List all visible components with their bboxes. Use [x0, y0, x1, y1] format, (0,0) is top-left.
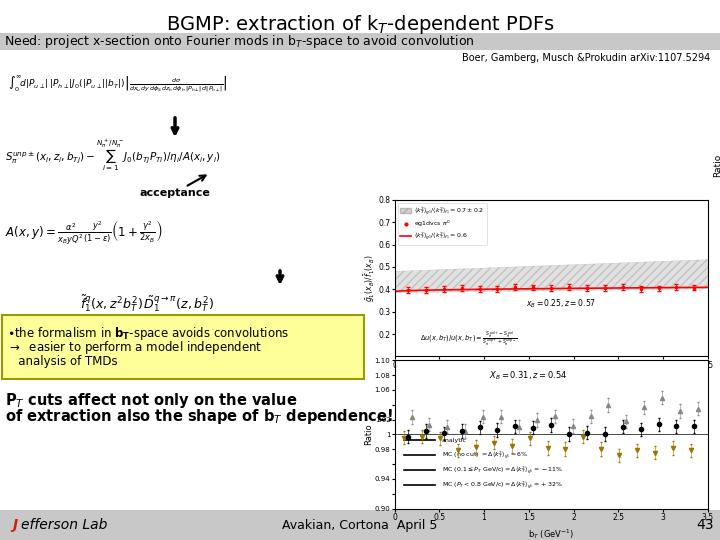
Text: analysis of TMDs: analysis of TMDs — [7, 355, 117, 368]
Text: $\rightarrow$  easier to perform a model independent: $\rightarrow$ easier to perform a model … — [7, 339, 262, 355]
Text: J: J — [12, 518, 17, 532]
Legend: $\langle k_T^2\rangle_{g_1}/\langle k_T^2\rangle_{f_1}=0.7\pm0.2$, eg1dvcs $\pi^: $\langle k_T^2\rangle_{g_1}/\langle k_T^… — [397, 203, 487, 245]
Bar — [0, 510, 720, 540]
Text: P$_T$ cuts affect not only on the value: P$_T$ cuts affect not only on the value — [5, 390, 297, 409]
Y-axis label: Ratio: Ratio — [364, 423, 373, 446]
Text: Avakian, Cortona  April 5: Avakian, Cortona April 5 — [282, 518, 438, 531]
Text: $x_B=0.25, z=0.57$: $x_B=0.25, z=0.57$ — [526, 298, 596, 310]
Text: $A(x,y) = \frac{\alpha^2}{x_B y Q^2}\frac{y^2}{(1-\varepsilon)}\left(1+\frac{\ga: $A(x,y) = \frac{\alpha^2}{x_B y Q^2}\fra… — [5, 218, 163, 246]
Text: $\bullet$the formalism in $\mathbf{b_T}$-space avoids convolutions: $\bullet$the formalism in $\mathbf{b_T}$… — [7, 325, 289, 341]
X-axis label: b$_T$ (GeV$^{-1}$): b$_T$ (GeV$^{-1}$) — [528, 375, 574, 389]
Y-axis label: $\bar{g}_1(x_B)/\bar{f}_1(x_B)$: $\bar{g}_1(x_B)/\bar{f}_1(x_B)$ — [362, 254, 377, 302]
Text: $\tilde{f}_1^q(x,z^2b_T^2)\,\tilde{D}_1^{q\to\pi}(z,b_T^2)$: $\tilde{f}_1^q(x,z^2b_T^2)\,\tilde{D}_1^… — [80, 294, 214, 314]
Text: Boer, Gamberg, Musch &Prokudin arXiv:1107.5294: Boer, Gamberg, Musch &Prokudin arXiv:110… — [462, 53, 710, 63]
Text: Need: project x-section onto Fourier mods in b$_T$-space to avoid convolution: Need: project x-section onto Fourier mod… — [4, 33, 474, 51]
Text: BGMP: extraction of k$_T$-dependent PDFs: BGMP: extraction of k$_T$-dependent PDFs — [166, 12, 554, 36]
Text: $\Delta u(x,b_T)/u(x,b_T) = \frac{S_\pi^{pol+}-S_\pi^{pol}}{S_\pi^{unp+}+S_\pi^{: $\Delta u(x,b_T)/u(x,b_T) = \frac{S_\pi^… — [420, 329, 517, 348]
Text: efferson Lab: efferson Lab — [21, 518, 107, 532]
Text: 43: 43 — [696, 518, 714, 532]
X-axis label: b$_T$ (GeV$^{-1}$): b$_T$ (GeV$^{-1}$) — [528, 528, 574, 540]
Text: MC ($P_T<0.8$ GeV/c)$=\Delta\langle k_T^2\rangle_{g_1}= +32\%$: MC ($P_T<0.8$ GeV/c)$=\Delta\langle k_T^… — [441, 479, 562, 491]
Text: MC (0.1$\leq P_T$ GeV/c)$=\Delta\langle k_T^2\rangle_{g_1}= -11\%$: MC (0.1$\leq P_T$ GeV/c)$=\Delta\langle … — [441, 464, 562, 476]
Text: Ratio: Ratio — [714, 153, 720, 177]
Bar — [0, 33, 720, 50]
Text: acceptance: acceptance — [140, 188, 210, 198]
Text: $\int_0^\infty\!d|P_{u\perp}|\,|P_{h\perp}|J_0(|P_{u\perp}||b_T|)\left|\frac{d\s: $\int_0^\infty\!d|P_{u\perp}|\,|P_{h\per… — [8, 73, 228, 94]
Text: $X_B=0.31, z=0.54$: $X_B=0.31, z=0.54$ — [489, 369, 567, 381]
Text: analytic: analytic — [441, 438, 467, 443]
Text: MC (no cut) $=\Delta\langle k_T^2\rangle_{g_1}= 6\%$: MC (no cut) $=\Delta\langle k_T^2\rangle… — [441, 449, 528, 461]
Text: of extraction also the shape of b$_T$ dependence!: of extraction also the shape of b$_T$ de… — [5, 408, 393, 427]
Text: $S_\pi^{unp\pm}(x_i,z_i,b_{Tj}) - \sum_{i=1}^{N_\pi^+/N_\pi^-} J_0(b_{Tj}P_{Ti}): $S_\pi^{unp\pm}(x_i,z_i,b_{Tj}) - \sum_{… — [5, 137, 220, 173]
FancyBboxPatch shape — [2, 315, 364, 379]
